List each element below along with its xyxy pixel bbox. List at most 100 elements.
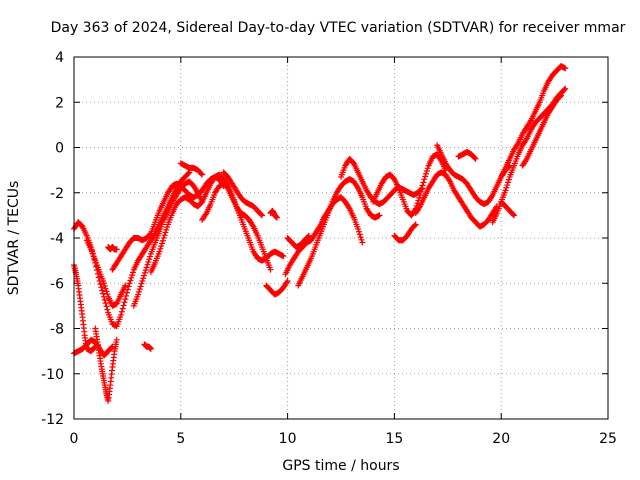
data-point [162,229,169,236]
data-point [471,154,478,161]
data-point [249,222,256,229]
data-point [157,245,164,252]
data-point [199,171,206,178]
series-arc-22 [412,169,500,230]
data-point [420,179,427,186]
data-point [161,232,168,239]
series-arc-16 [282,194,366,278]
series-arc-1 [71,169,193,330]
data-point [141,272,148,279]
data-point [417,188,424,195]
data-point [156,248,163,255]
series-arc-28 [519,92,565,169]
data-point [488,193,495,200]
x-tick-label: 20 [492,431,510,447]
data-point [446,177,453,184]
y-tick-label: 2 [55,95,64,111]
data-point [123,289,130,296]
data-point [562,85,569,92]
y-tick-label: -8 [50,322,64,338]
data-point [120,302,127,309]
x-tick-label: 25 [599,431,617,447]
data-point [103,303,110,310]
data-point [376,212,383,219]
x-tick-label: 15 [385,431,403,447]
series-arc-17 [295,176,383,289]
chart-title: Day 363 of 2024, Sidereal Day-to-day VTE… [51,20,626,36]
data-point [345,204,352,211]
data-point [126,280,133,287]
data-point [104,306,111,313]
data-point [357,234,364,241]
data-point [527,118,534,125]
data-point [502,187,509,194]
data-point [504,182,511,189]
data-point [108,344,115,351]
series-arc-24 [455,149,479,162]
x-tick-label: 5 [176,431,185,447]
data-point [102,300,109,307]
data-point [258,212,265,219]
data-point [121,299,128,306]
data-point [557,93,564,100]
data-point [159,237,166,244]
y-tick-label: 4 [55,50,64,66]
data-point [102,285,109,292]
data-point [138,280,145,287]
data-point [146,256,153,263]
data-point [522,136,529,143]
data-point [416,194,423,201]
y-tick-label: -6 [50,276,64,292]
data-point [147,345,154,352]
data-point [284,277,291,284]
x-tick-label: 10 [279,431,297,447]
data-point [359,239,366,246]
data-point [135,291,142,298]
data-points [71,63,569,404]
data-point [142,267,149,274]
series-arc-20 [370,151,449,219]
series-arc-12 [199,180,274,273]
data-point [137,283,144,290]
series-arc-14 [267,207,280,221]
y-tick-label: -12 [41,412,64,428]
data-point [315,225,322,232]
data-point [354,183,361,190]
data-point [422,173,429,180]
data-point [198,170,205,177]
data-point [101,296,108,303]
series-arc-5 [83,237,129,309]
data-point [424,165,431,172]
data-point [511,212,518,219]
data-point [185,170,192,177]
data-point [417,192,424,199]
data-point [140,275,147,282]
data-point [416,204,423,211]
data-point [356,231,363,238]
x-axis-label: GPS time / hours [282,458,399,474]
data-point [143,264,150,271]
data-point [412,221,419,228]
data-point [472,155,479,162]
data-point [136,286,143,293]
data-point [101,282,108,289]
data-point [119,305,126,312]
data-point [100,280,107,287]
data-point [147,231,154,238]
data-point [135,288,142,295]
series-arc-18 [284,232,312,251]
data-point [267,266,274,273]
series-arc-11 [177,160,206,178]
data-point [99,287,106,294]
data-point [104,291,111,298]
data-point [103,288,110,295]
series-arc-13 [220,169,265,219]
data-point [145,258,152,265]
data-point [355,225,362,232]
series-arc-27 [498,198,518,219]
data-point [139,277,146,284]
data-point [118,308,125,315]
data-point [144,261,151,268]
data-point [129,269,136,276]
data-point [423,168,430,175]
